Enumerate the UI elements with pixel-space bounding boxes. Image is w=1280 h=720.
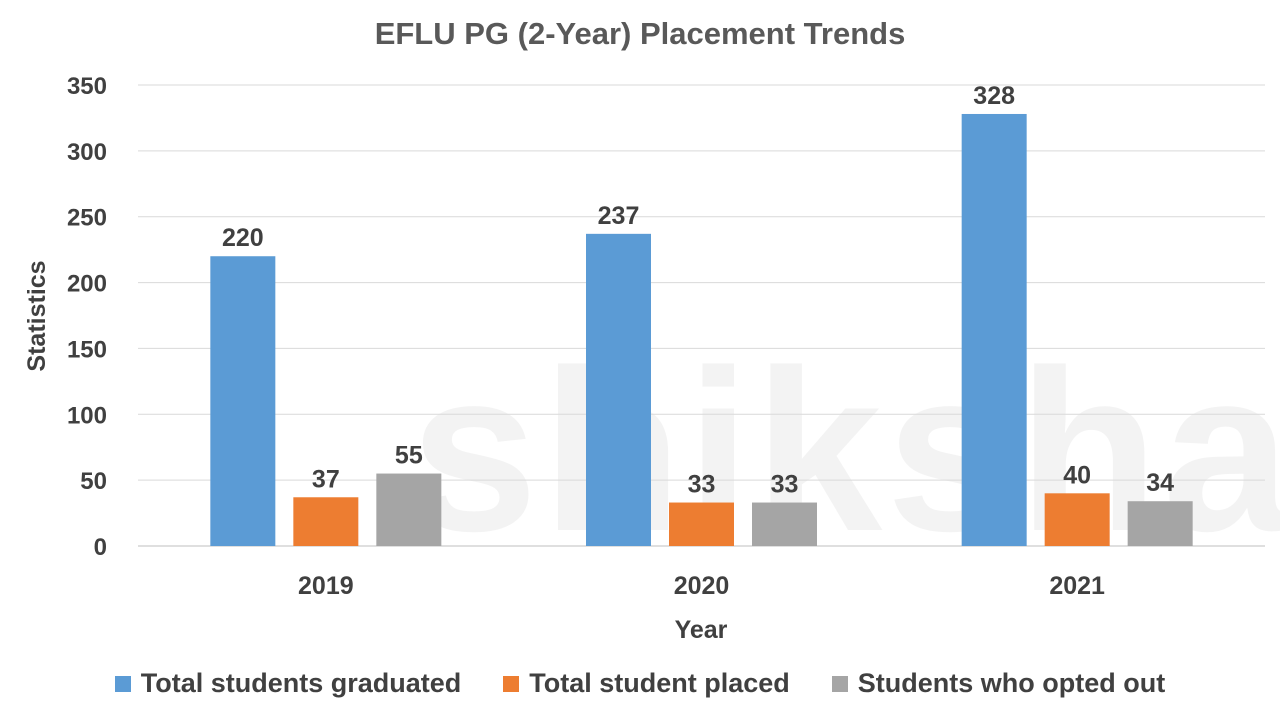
data-label: 328 — [973, 82, 1015, 110]
y-tick-label: 100 — [67, 402, 107, 429]
legend-label: Total students graduated — [140, 668, 462, 698]
legend: Total students graduated Total student pl… — [0, 668, 1280, 699]
legend-label: Total student placed — [529, 668, 790, 698]
y-tick-label: 200 — [67, 271, 107, 298]
x-tick-label: 2020 — [674, 572, 730, 600]
bar-students-who-opted-out-2019 — [376, 473, 442, 546]
legend-swatch — [503, 675, 520, 692]
data-label: 220 — [222, 224, 264, 252]
data-label: 55 — [395, 442, 423, 470]
legend-swatch — [114, 675, 131, 692]
grid-layer — [138, 84, 1265, 547]
data-label: 40 — [1063, 461, 1091, 489]
x-tick-label: 2019 — [298, 572, 354, 600]
data-label: 33 — [771, 471, 799, 499]
bar-total-student-placed-2019 — [293, 497, 359, 546]
x-tick-label: 2021 — [1049, 572, 1105, 600]
bar-total-student-placed-2020 — [669, 502, 734, 546]
y-tick-label: 150 — [67, 336, 107, 363]
bar-students-who-opted-out-2021 — [1127, 501, 1193, 546]
data-label: 237 — [598, 202, 640, 230]
bar-layer — [210, 113, 1193, 546]
chart-title: EFLU PG (2-Year) Placement Trends — [374, 16, 906, 51]
bar-students-who-opted-out-2020 — [752, 502, 817, 546]
y-tick-label: 50 — [80, 468, 107, 495]
bar-total-student-placed-2021 — [1044, 493, 1110, 546]
legend-swatch — [831, 675, 848, 692]
y-tick-label: 300 — [67, 139, 107, 166]
legend-item: Total student placed — [503, 668, 790, 699]
y-tick-label: 350 — [67, 73, 107, 100]
x-axis-title: Year — [675, 616, 728, 644]
bar-total-students-graduated-2021 — [961, 113, 1027, 546]
bar-total-students-graduated-2020 — [586, 233, 651, 546]
data-label: 37 — [312, 465, 340, 493]
y-tick-label: 0 — [94, 534, 107, 561]
y-axis-title: Statistics — [23, 260, 51, 371]
data-label: 33 — [688, 471, 716, 499]
label-layer: 0 50 100 150 200 250 300 350 220 37 55 2019 237 33 33 2… — [67, 73, 1174, 600]
bar-total-students-graduated-2019 — [210, 256, 276, 546]
legend-item: Total students graduated — [114, 668, 462, 699]
legend-item: Students who opted out — [831, 668, 1166, 699]
legend-label: Students who opted out — [857, 668, 1166, 698]
data-label: 34 — [1146, 469, 1174, 497]
y-tick-label: 250 — [67, 205, 107, 232]
